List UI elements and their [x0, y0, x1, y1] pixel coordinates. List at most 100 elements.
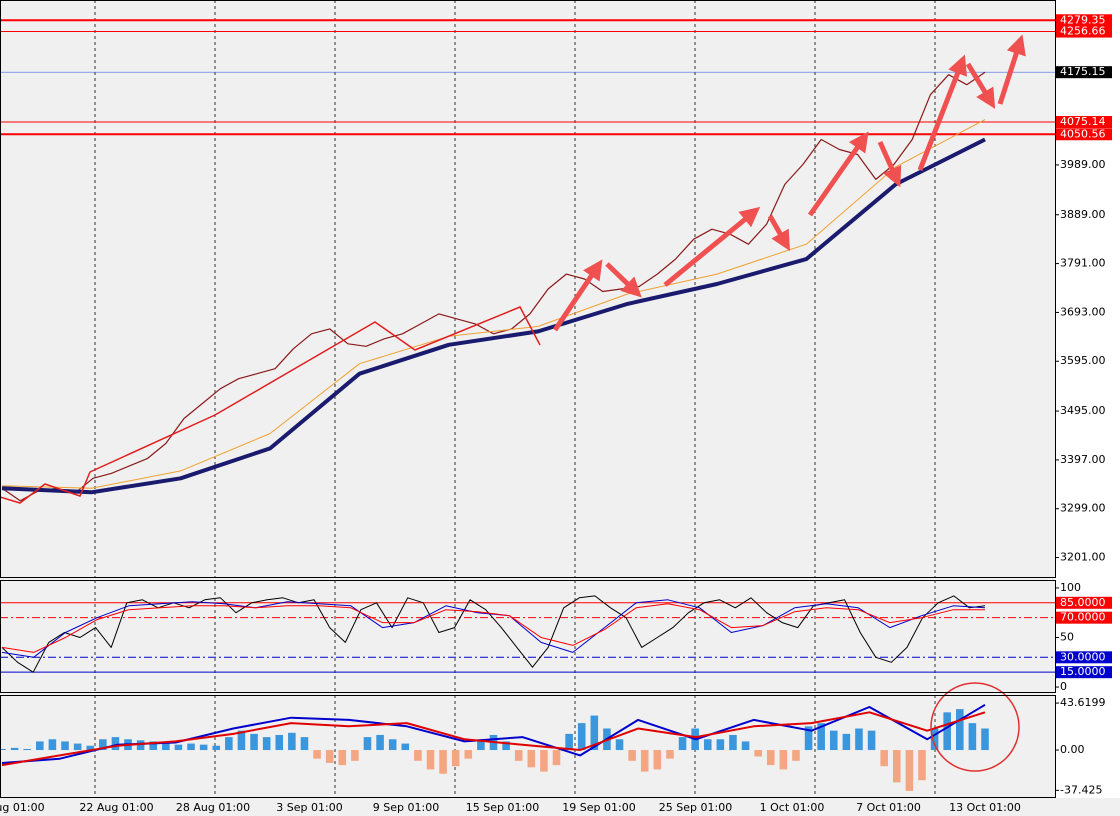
histogram-bar — [565, 733, 573, 751]
histogram-bar — [930, 728, 939, 751]
y-tick-label: 3201.00 — [1060, 551, 1106, 564]
x-tick-label: 28 Aug 01:00 — [176, 801, 250, 814]
level-label-box — [1056, 611, 1112, 624]
level-label: 4279.35 — [1060, 13, 1106, 26]
histogram-bar — [262, 737, 271, 751]
series-line — [1, 71, 986, 502]
axis-labels: ug 01:00 22 Aug 01:00 28 Aug 01:00 3 Sep 01… — [0, 13, 1112, 814]
histogram-bar — [502, 741, 510, 751]
histogram-bar — [212, 745, 221, 751]
highlight-circle — [930, 682, 1020, 772]
histogram-bar — [943, 712, 951, 751]
y-tick-label: 3889.00 — [1060, 208, 1106, 221]
series-line — [1, 711, 986, 767]
series-line — [1, 595, 986, 673]
histogram-bar — [288, 732, 296, 751]
histogram-bar — [149, 741, 158, 751]
plots — [0, 19, 1055, 791]
x-tick-label: 1 Oct 01:00 — [760, 801, 825, 814]
histogram-bar — [300, 737, 309, 751]
level-label-box — [1056, 66, 1112, 79]
x-tick-label: 22 Aug 01:00 — [79, 801, 153, 814]
histogram-bar — [136, 740, 145, 751]
level-label: 70.0000 — [1060, 611, 1106, 624]
histogram-bar — [804, 726, 813, 751]
histogram-bar — [464, 750, 473, 759]
histogram-bar — [981, 728, 989, 751]
x-tick-label: 15 Sep 01:00 — [466, 801, 539, 814]
histogram-bar — [250, 733, 258, 751]
histogram-bar — [10, 747, 19, 751]
histogram-bar — [111, 737, 120, 751]
histogram-bar — [23, 748, 31, 751]
arrow — [877, 140, 902, 188]
histogram-bar — [162, 743, 170, 751]
histogram-bar — [325, 750, 334, 763]
histogram-bar — [401, 743, 410, 751]
histogram-bar — [754, 750, 762, 757]
histogram-bar — [451, 750, 460, 767]
x-tick-label: 13 Oct 01:00 — [949, 801, 1021, 814]
histogram-bar — [414, 750, 422, 761]
x-tick-label: 3 Sep 01:00 — [276, 801, 342, 814]
level-label: 4075.14 — [1060, 115, 1106, 128]
histogram-bar — [703, 739, 712, 751]
arrows — [552, 34, 1026, 332]
y-tick-label: 3595.00 — [1060, 354, 1106, 367]
panel-border — [0, 580, 1056, 693]
histogram-bar — [363, 737, 372, 751]
level-label-box — [1056, 596, 1112, 609]
histogram-bar — [36, 741, 44, 751]
histogram-bar — [956, 709, 964, 751]
histogram-bar — [237, 730, 246, 751]
histogram-bar — [199, 744, 208, 751]
series-line — [1, 603, 985, 653]
histogram-bar — [867, 730, 876, 751]
histogram-bar — [376, 734, 384, 751]
level-label-box — [1056, 128, 1112, 141]
histogram-bar — [842, 733, 851, 751]
histogram-bar — [905, 750, 914, 791]
y-tick-label: 0 — [1060, 680, 1067, 693]
histogram-bar — [880, 750, 888, 767]
histogram-bar — [615, 739, 624, 751]
arrow — [997, 34, 1026, 105]
panel-borders — [0, 0, 1056, 798]
x-tick-label: 19 Sep 01:00 — [562, 801, 635, 814]
histogram-bar — [893, 750, 901, 783]
y-tick-label: 50 — [1060, 630, 1074, 643]
histogram-bar — [741, 741, 750, 751]
histogram-bar — [338, 750, 347, 766]
histogram-bar — [577, 723, 586, 751]
level-label: 4175.15 — [1060, 65, 1106, 78]
level-label-box — [1056, 651, 1112, 664]
level-label: 4050.56 — [1060, 127, 1106, 140]
histogram-bar — [792, 750, 800, 761]
series-line — [1, 119, 986, 489]
x-tick-label: ug 01:00 — [0, 801, 45, 814]
histogram-bar — [514, 750, 523, 761]
level-label-box — [1056, 116, 1112, 129]
level-label-box — [1056, 14, 1112, 27]
histogram-bar — [313, 750, 321, 759]
arrow — [605, 262, 642, 298]
histogram-bar — [426, 750, 435, 770]
level-label: 15.0000 — [1060, 665, 1106, 678]
histogram-bar — [86, 745, 94, 751]
arrow — [552, 259, 603, 332]
histogram-bar — [653, 750, 662, 770]
histogram-bar — [275, 734, 284, 751]
histogram-bar — [351, 750, 359, 761]
arrow — [917, 54, 967, 171]
histogram-bar — [766, 750, 775, 766]
histogram-bar — [48, 739, 57, 751]
histogram-bar — [73, 743, 82, 751]
panel-border — [0, 0, 1056, 578]
histogram-bar — [477, 739, 485, 751]
time-axis-area — [0, 798, 1120, 816]
histogram-bar — [829, 730, 838, 751]
series-line — [1, 137, 986, 495]
y-tick-label: 3989.00 — [1060, 158, 1106, 171]
